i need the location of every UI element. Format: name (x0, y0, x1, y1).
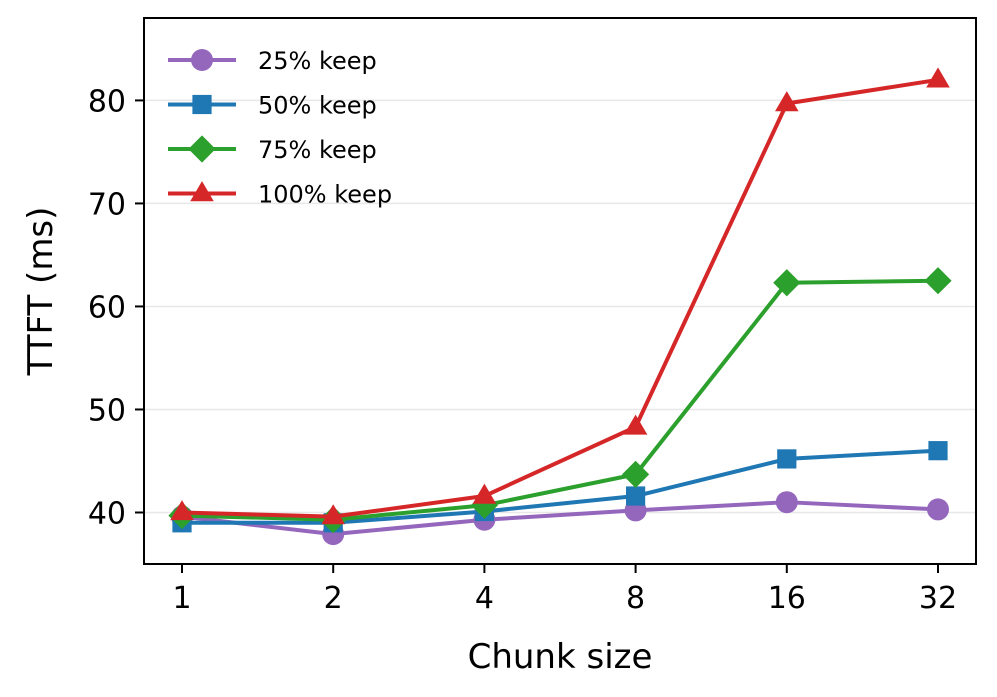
data-point (777, 449, 797, 469)
data-point (928, 441, 948, 461)
series-line (181, 77, 939, 519)
legend-label: 75% keep (258, 136, 377, 164)
x-tick-label: 2 (324, 581, 343, 616)
legend: 25% keep 50% keep 75% keep 100% keep (168, 47, 392, 209)
y-tick-label: 80 (88, 84, 126, 119)
data-point (626, 486, 646, 506)
x-tick-label: 16 (768, 581, 806, 616)
y-axis-title: TTFT (ms) (21, 207, 61, 377)
legend-entry: 75% keep (168, 135, 377, 164)
data-point (321, 504, 345, 525)
series-3 (168, 267, 952, 534)
series-line (182, 448, 939, 525)
series-4 (170, 67, 950, 525)
y-tick-label: 50 (88, 393, 126, 428)
data-point (775, 91, 799, 112)
data-point (622, 460, 650, 488)
data-point (927, 498, 949, 521)
x-tick-label: 8 (626, 581, 645, 616)
data-point (170, 500, 194, 521)
y-tick-label: 40 (88, 496, 126, 531)
legend-entry: 100% keep (168, 181, 392, 209)
x-axis-title: Chunk size (468, 637, 653, 677)
grid (144, 99, 976, 514)
series-layer (168, 67, 952, 546)
legend-entry: 25% keep (168, 47, 377, 75)
legend-label: 25% keep (258, 47, 377, 75)
legend-marker (192, 94, 212, 115)
data-point (470, 491, 498, 519)
axes: 40 50 60 70 80 1 2 4 8 16 32 (88, 84, 957, 616)
data-point (924, 267, 952, 295)
data-point (773, 269, 801, 297)
y-tick-label: 60 (88, 290, 126, 325)
legend-label: 50% keep (258, 92, 377, 120)
x-tick-label: 1 (172, 581, 191, 616)
legend-marker (191, 49, 213, 71)
legend-marker (188, 135, 216, 163)
data-point (775, 491, 798, 514)
plot-frame (143, 17, 977, 565)
series-line (181, 500, 939, 537)
data-point (926, 67, 950, 88)
data-point (472, 483, 497, 504)
y-tick-label: 70 (88, 187, 126, 222)
legend-marker (190, 181, 214, 202)
x-tick-label: 4 (475, 581, 494, 616)
data-point (623, 414, 648, 435)
x-tick-label: 32 (919, 581, 957, 616)
series-line (181, 278, 939, 522)
legend-label: 100% keep (258, 181, 392, 209)
legend-entry: 50% keep (168, 92, 377, 120)
